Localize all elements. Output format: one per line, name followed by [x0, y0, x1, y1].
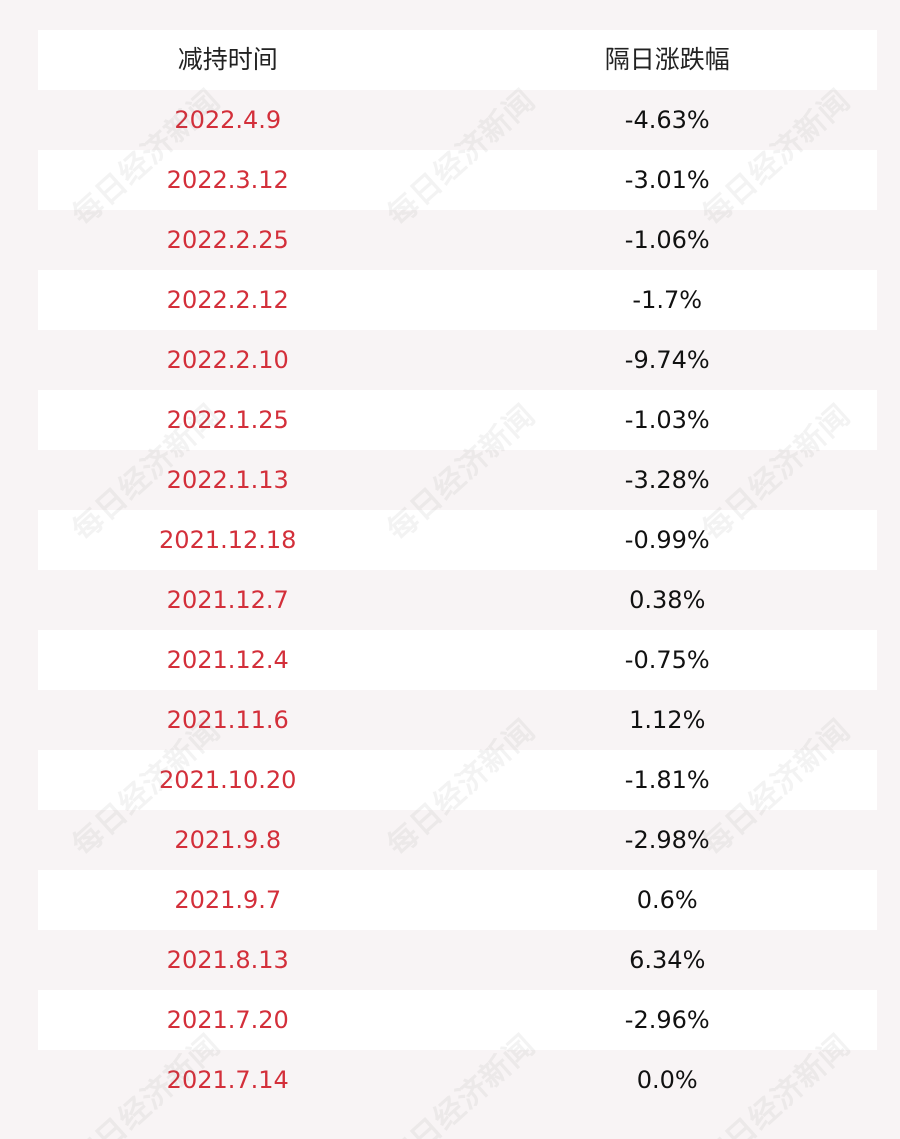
reduction-table: 减持时间 隔日涨跌幅 2022.4.9 -4.63% 2022.3.12 -3.01%… [38, 30, 877, 1110]
date-cell: 2021.8.13 [166, 946, 289, 974]
change-cell: -9.74% [624, 346, 710, 374]
change-cell: -4.63% [624, 106, 710, 134]
table-row: 2021.7.20 -2.96% [38, 990, 877, 1050]
date-cell: 2022.2.10 [166, 346, 289, 374]
date-cell: 2021.9.7 [174, 886, 282, 914]
table-row: 2021.11.6 1.12% [38, 690, 877, 750]
table-body: 2022.4.9 -4.63% 2022.3.12 -3.01% 2022.2.25 -1… [38, 90, 877, 1110]
change-cell: -1.06% [624, 226, 710, 254]
change-cell: -1.03% [624, 406, 710, 434]
date-cell: 2022.1.25 [166, 406, 289, 434]
change-cell: -1.7% [632, 286, 703, 314]
table-row: 2021.10.20 -1.81% [38, 750, 877, 810]
date-cell: 2021.12.18 [159, 526, 297, 554]
change-cell: -3.28% [624, 466, 710, 494]
table-row: 2022.2.10 -9.74% [38, 330, 877, 390]
table-row: 2022.2.25 -1.06% [38, 210, 877, 270]
date-cell: 2022.1.13 [166, 466, 289, 494]
table-row: 2022.1.13 -3.28% [38, 450, 877, 510]
change-cell: 0.0% [636, 1066, 698, 1094]
date-cell: 2021.7.20 [166, 1006, 289, 1034]
change-cell: 0.6% [636, 886, 698, 914]
date-cell: 2021.11.6 [166, 706, 289, 734]
change-cell: 6.34% [629, 946, 706, 974]
change-cell: -2.96% [624, 1006, 710, 1034]
header-change: 隔日涨跌幅 [604, 45, 730, 74]
date-cell: 2021.7.14 [166, 1066, 289, 1094]
date-cell: 2022.2.12 [166, 286, 289, 314]
date-cell: 2021.9.8 [174, 826, 282, 854]
date-cell: 2022.2.25 [166, 226, 289, 254]
header-date: 减持时间 [177, 45, 278, 74]
date-cell: 2021.12.7 [166, 586, 289, 614]
table-header-row: 减持时间 隔日涨跌幅 [38, 30, 877, 90]
date-cell: 2021.10.20 [159, 766, 297, 794]
table-row: 2021.7.14 0.0% [38, 1050, 877, 1110]
change-cell: -2.98% [624, 826, 710, 854]
table-row: 2021.9.8 -2.98% [38, 810, 877, 870]
table-row: 2021.12.18 -0.99% [38, 510, 877, 570]
change-cell: -3.01% [624, 166, 710, 194]
date-cell: 2021.12.4 [166, 646, 289, 674]
table-row: 2022.3.12 -3.01% [38, 150, 877, 210]
change-cell: 0.38% [629, 586, 706, 614]
table-row: 2022.1.25 -1.03% [38, 390, 877, 450]
table-row: 2022.4.9 -4.63% [38, 90, 877, 150]
table-row: 2021.8.13 6.34% [38, 930, 877, 990]
change-cell: -1.81% [624, 766, 710, 794]
change-cell: -0.75% [624, 646, 710, 674]
change-cell: 1.12% [629, 706, 706, 734]
table-row: 2021.9.7 0.6% [38, 870, 877, 930]
date-cell: 2022.4.9 [174, 106, 282, 134]
change-cell: -0.99% [624, 526, 710, 554]
table-row: 2021.12.7 0.38% [38, 570, 877, 630]
date-cell: 2022.3.12 [166, 166, 289, 194]
table-row: 2022.2.12 -1.7% [38, 270, 877, 330]
table-row: 2021.12.4 -0.75% [38, 630, 877, 690]
